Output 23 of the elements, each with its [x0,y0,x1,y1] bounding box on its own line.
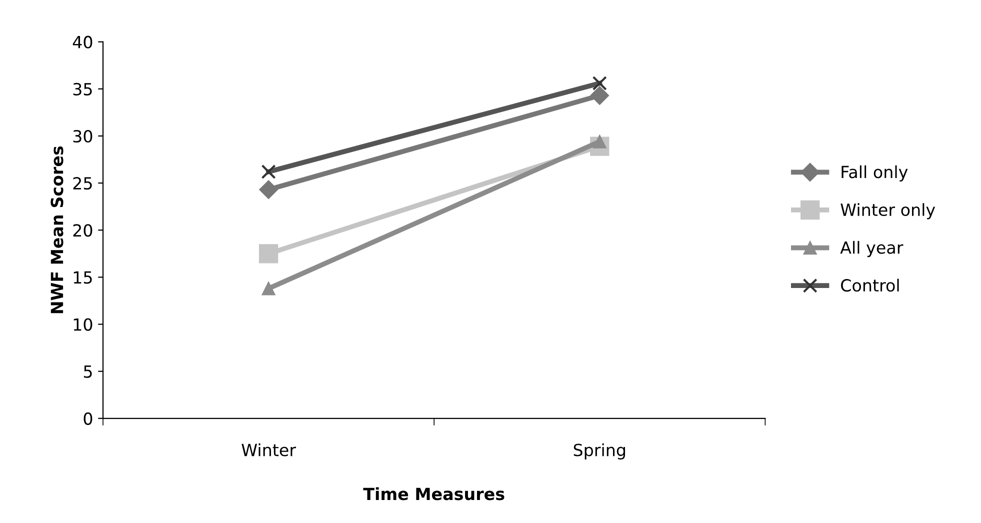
point [261,164,276,180]
x-tick-label: Spring [574,443,626,460]
legend-label: All year [840,240,904,258]
y-tick-label: 30 [73,130,92,143]
legend-label: Winter only [840,203,936,220]
y-tick-label: 35 [73,82,92,96]
y-tick-label: 25 [73,177,92,190]
y-tick-label: 10 [74,318,92,331]
x-axis-title: Time Measures [363,487,504,500]
y-axis-title: NWF Mean Scores [50,146,64,314]
y-tick-label: 5 [84,366,92,378]
y-tick-label: 0 [84,412,92,425]
legend-label: Control [841,278,899,292]
y-tick-label: 15 [74,271,92,284]
legend-label: Fall only [842,165,908,182]
point [262,282,276,296]
point [259,180,278,200]
x-tick-label: Winter [242,443,296,456]
y-tick-label: 20 [73,224,92,237]
point [592,76,607,91]
y-tick-label: 40 [72,36,92,48]
point [590,86,610,105]
point [258,244,278,264]
